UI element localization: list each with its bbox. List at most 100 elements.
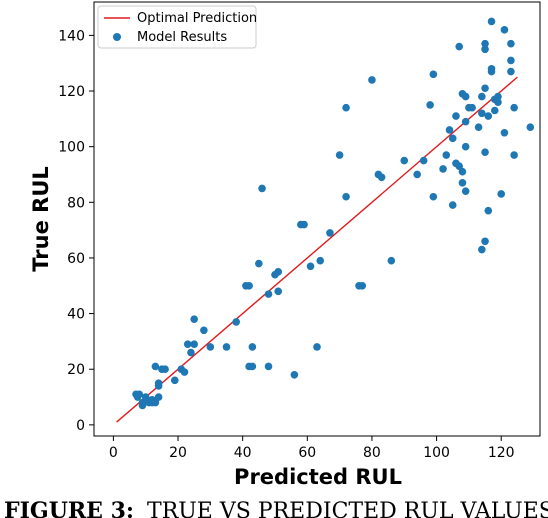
model-result-point	[180, 368, 189, 376]
y-axis-label: True RUL	[29, 166, 53, 271]
model-result-point	[429, 192, 438, 201]
model-result-point	[419, 156, 428, 165]
x-tick-label: 20	[169, 445, 187, 461]
model-result-point	[474, 123, 483, 131]
model-result-point	[510, 103, 518, 112]
model-result-point	[183, 340, 192, 348]
model-result-point	[245, 281, 253, 290]
model-result-point	[187, 348, 195, 357]
x-tick-label: 60	[298, 445, 316, 461]
model-result-point	[400, 156, 409, 165]
y-tick-label: 60	[67, 251, 85, 267]
model-result-point	[135, 390, 144, 399]
model-result-point	[190, 340, 198, 348]
model-result-point	[448, 201, 457, 209]
model-result-point	[200, 326, 208, 335]
model-result-point	[274, 268, 283, 276]
figure-caption-label: FIGURE 3:	[4, 498, 134, 518]
model-result-point	[170, 376, 179, 385]
model-result-point	[426, 101, 434, 109]
model-result-point	[206, 343, 215, 351]
model-result-point	[300, 220, 308, 229]
model-result-point	[507, 56, 515, 65]
model-result-point	[248, 362, 257, 371]
model-result-point	[342, 192, 350, 201]
model-result-point	[481, 148, 489, 157]
model-result-point	[313, 343, 321, 351]
model-result-point	[487, 17, 496, 26]
y-tick-label: 20	[67, 362, 85, 378]
model-result-point	[413, 170, 421, 179]
model-result-point	[448, 134, 457, 143]
model-result-point	[368, 76, 376, 84]
model-result-point	[500, 26, 509, 34]
y-tick-label: 100	[58, 140, 85, 156]
model-result-point	[481, 237, 489, 246]
model-result-point	[478, 109, 486, 118]
model-result-point	[377, 173, 386, 182]
x-tick-label: 80	[363, 445, 381, 461]
x-axis-label: Predicted RUL	[234, 465, 402, 489]
model-result-point	[358, 281, 367, 290]
figure-caption-text: TRUE VS PREDICTED RUL VALUES.	[147, 499, 548, 518]
model-result-point	[442, 151, 451, 159]
model-result-point	[439, 165, 447, 173]
model-result-point	[500, 128, 509, 137]
legend-point-swatch	[113, 33, 121, 41]
model-result-point	[154, 382, 163, 390]
model-result-point	[190, 315, 198, 323]
model-result-point	[510, 151, 518, 159]
x-tick-label: 0	[109, 445, 118, 461]
model-result-point	[429, 70, 438, 79]
y-tick-label: 0	[76, 418, 85, 434]
model-result-point	[455, 162, 464, 170]
legend-label-model: Model Results	[137, 30, 227, 45]
legend: Optimal Prediction Model Results	[97, 5, 257, 49]
model-result-point	[478, 245, 486, 254]
model-result-point	[264, 290, 273, 298]
model-result-point	[222, 343, 231, 351]
model-result-point	[494, 98, 502, 106]
y-tick-label: 40	[67, 307, 85, 323]
optimal-prediction-line-layer	[116, 76, 518, 423]
model-result-point	[461, 187, 470, 195]
model-result-point	[481, 39, 489, 48]
model-result-point	[264, 362, 273, 371]
model-result-point	[274, 287, 283, 296]
model-result-point	[255, 259, 263, 268]
y-tick-label: 80	[67, 195, 85, 211]
model-result-point	[232, 318, 241, 326]
model-result-point	[490, 106, 499, 115]
model-result-point	[342, 103, 350, 112]
optimal-prediction-line	[116, 76, 518, 423]
model-result-point	[458, 167, 467, 176]
model-result-point	[335, 151, 344, 159]
model-result-point	[458, 179, 467, 187]
axis-ticks: 0 20 40 60 80 100 120 0 20 40 60 80 100 120 140	[58, 28, 514, 461]
model-results-point-layer	[132, 17, 535, 410]
model-result-point	[461, 117, 470, 126]
model-result-point	[290, 370, 299, 379]
model-result-point	[151, 398, 160, 407]
model-result-point	[151, 362, 160, 371]
model-result-point	[481, 45, 489, 54]
y-tick-label: 120	[58, 84, 85, 100]
plot-frame	[93, 1, 541, 437]
model-result-point	[507, 67, 515, 76]
model-result-point	[461, 142, 470, 151]
x-tick-label: 40	[234, 445, 252, 461]
model-result-point	[526, 123, 535, 131]
model-result-point	[154, 393, 163, 401]
x-tick-label: 100	[423, 445, 450, 461]
model-result-point	[258, 184, 266, 193]
model-result-point	[494, 92, 502, 101]
model-result-point	[507, 39, 515, 48]
model-result-point	[306, 262, 315, 271]
model-result-point	[161, 365, 169, 374]
legend-label-optimal: Optimal Prediction	[137, 11, 257, 26]
figure-caption: FIGURE 3: TRUE VS PREDICTED RUL VALUES.	[4, 498, 548, 518]
model-result-point	[387, 256, 396, 265]
model-result-point	[316, 256, 325, 265]
model-result-point	[455, 42, 464, 51]
